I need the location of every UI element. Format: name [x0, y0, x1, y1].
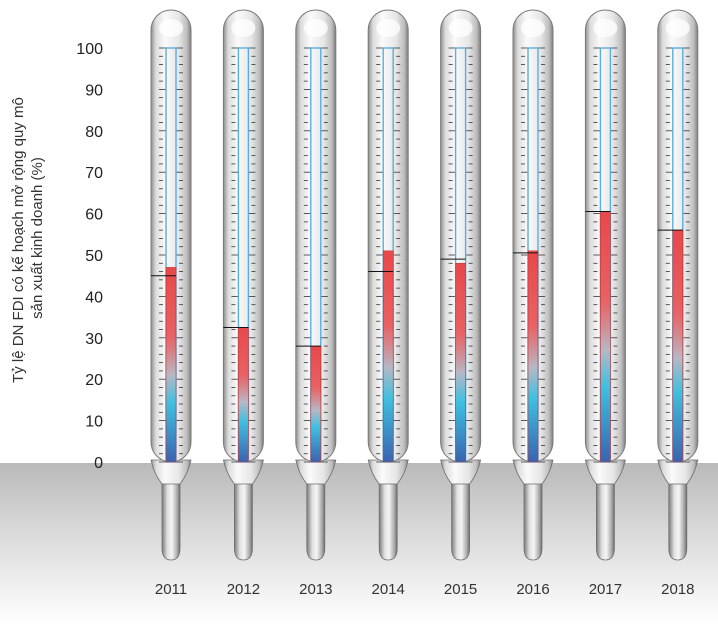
- thermometer-highlight: [448, 19, 473, 37]
- y-axis-label-line-2: sản xuất kinh doanh (%): [29, 157, 46, 319]
- y-axis-label: Tỷ lệ DN FDI có kế hoạch mở rộng quy mô …: [10, 93, 46, 383]
- y-axis-label-line-1: Tỷ lệ DN FDI có kế hoạch mở rộng quy mô: [10, 97, 27, 383]
- thermometer-highlight: [159, 19, 183, 37]
- thermometer-scale: [521, 47, 545, 463]
- thermometer-2013: 2013: [295, 9, 337, 598]
- year-label: 2015: [444, 581, 477, 598]
- y-tick-label: 30: [85, 331, 103, 348]
- thermometer-neck: [584, 459, 626, 485]
- thermometer-highlight: [593, 19, 618, 37]
- y-tick-label: 50: [85, 248, 103, 265]
- y-tick-label: 70: [85, 165, 103, 182]
- thermometer-scale: [593, 47, 618, 463]
- thermometer-highlight: [303, 19, 328, 37]
- mercury-bar: [165, 267, 177, 463]
- thermometer-neck: [222, 459, 264, 485]
- y-tick-label: 20: [85, 372, 103, 389]
- thermometer-stem: [668, 461, 688, 561]
- thermometer-highlight: [231, 19, 256, 37]
- mercury-bar: [600, 211, 611, 463]
- mercury-bar: [310, 345, 322, 463]
- year-label: 2012: [227, 581, 260, 598]
- thermometer-stem: [523, 461, 543, 561]
- year-label: 2017: [589, 581, 622, 598]
- thermometer-scale: [159, 47, 183, 463]
- y-tick-label: 100: [76, 41, 103, 58]
- y-tick-label: 80: [85, 124, 103, 141]
- thermometer-highlight: [665, 19, 690, 37]
- y-tick-label: 90: [85, 82, 103, 99]
- thermometer-stem: [234, 461, 253, 561]
- thermometer-2011: 2011: [150, 9, 192, 598]
- y-tick-label: 40: [85, 289, 103, 306]
- thermometer-neck: [367, 459, 409, 485]
- thermometer-stem: [161, 461, 181, 561]
- thermometer-neck: [150, 459, 192, 485]
- year-label: 2014: [372, 581, 405, 598]
- thermometer-2012: 2012: [222, 9, 264, 598]
- thermometer-2017: 2017: [584, 9, 626, 598]
- thermometer-scale: [448, 47, 473, 463]
- thermometer-stem: [378, 461, 398, 561]
- y-tick-label: 60: [85, 207, 103, 224]
- thermometer-scale: [665, 47, 690, 463]
- mercury-bar: [527, 250, 539, 463]
- thermometer-2015: 2015: [440, 9, 482, 598]
- mercury-bar: [672, 229, 684, 463]
- thermometers: 2011 2012 2013 2014 2015 2016 2017 2018: [150, 9, 699, 598]
- thermometer-stem: [306, 461, 326, 561]
- thermometer-scale: [376, 47, 401, 463]
- thermometer-highlight: [521, 19, 545, 37]
- year-label: 2018: [661, 581, 694, 598]
- thermometer-2016: 2016: [512, 9, 554, 598]
- mercury-bar: [455, 262, 466, 463]
- y-tick-label: 0: [94, 455, 103, 472]
- mercury-bar: [238, 327, 249, 463]
- year-label: 2013: [299, 581, 332, 598]
- mercury-bar: [382, 250, 394, 463]
- thermometer-neck: [440, 459, 482, 485]
- y-tick-label: 10: [85, 414, 103, 431]
- thermometer-stem: [451, 461, 470, 561]
- thermometer-highlight: [376, 19, 401, 37]
- thermometer-neck: [657, 459, 699, 485]
- y-axis: 0 10 20 30 40 50 60 70 80 90 100: [76, 41, 103, 472]
- thermometer-scale: [303, 47, 328, 463]
- thermometer-2018: 2018: [657, 9, 699, 598]
- thermometer-2014: 2014: [367, 9, 409, 598]
- thermometer-scale: [231, 47, 256, 463]
- year-label: 2016: [516, 581, 549, 598]
- year-label: 2011: [155, 581, 187, 598]
- thermometer-neck: [512, 459, 554, 485]
- thermometer-stem: [596, 461, 615, 561]
- thermometer-neck: [295, 459, 337, 485]
